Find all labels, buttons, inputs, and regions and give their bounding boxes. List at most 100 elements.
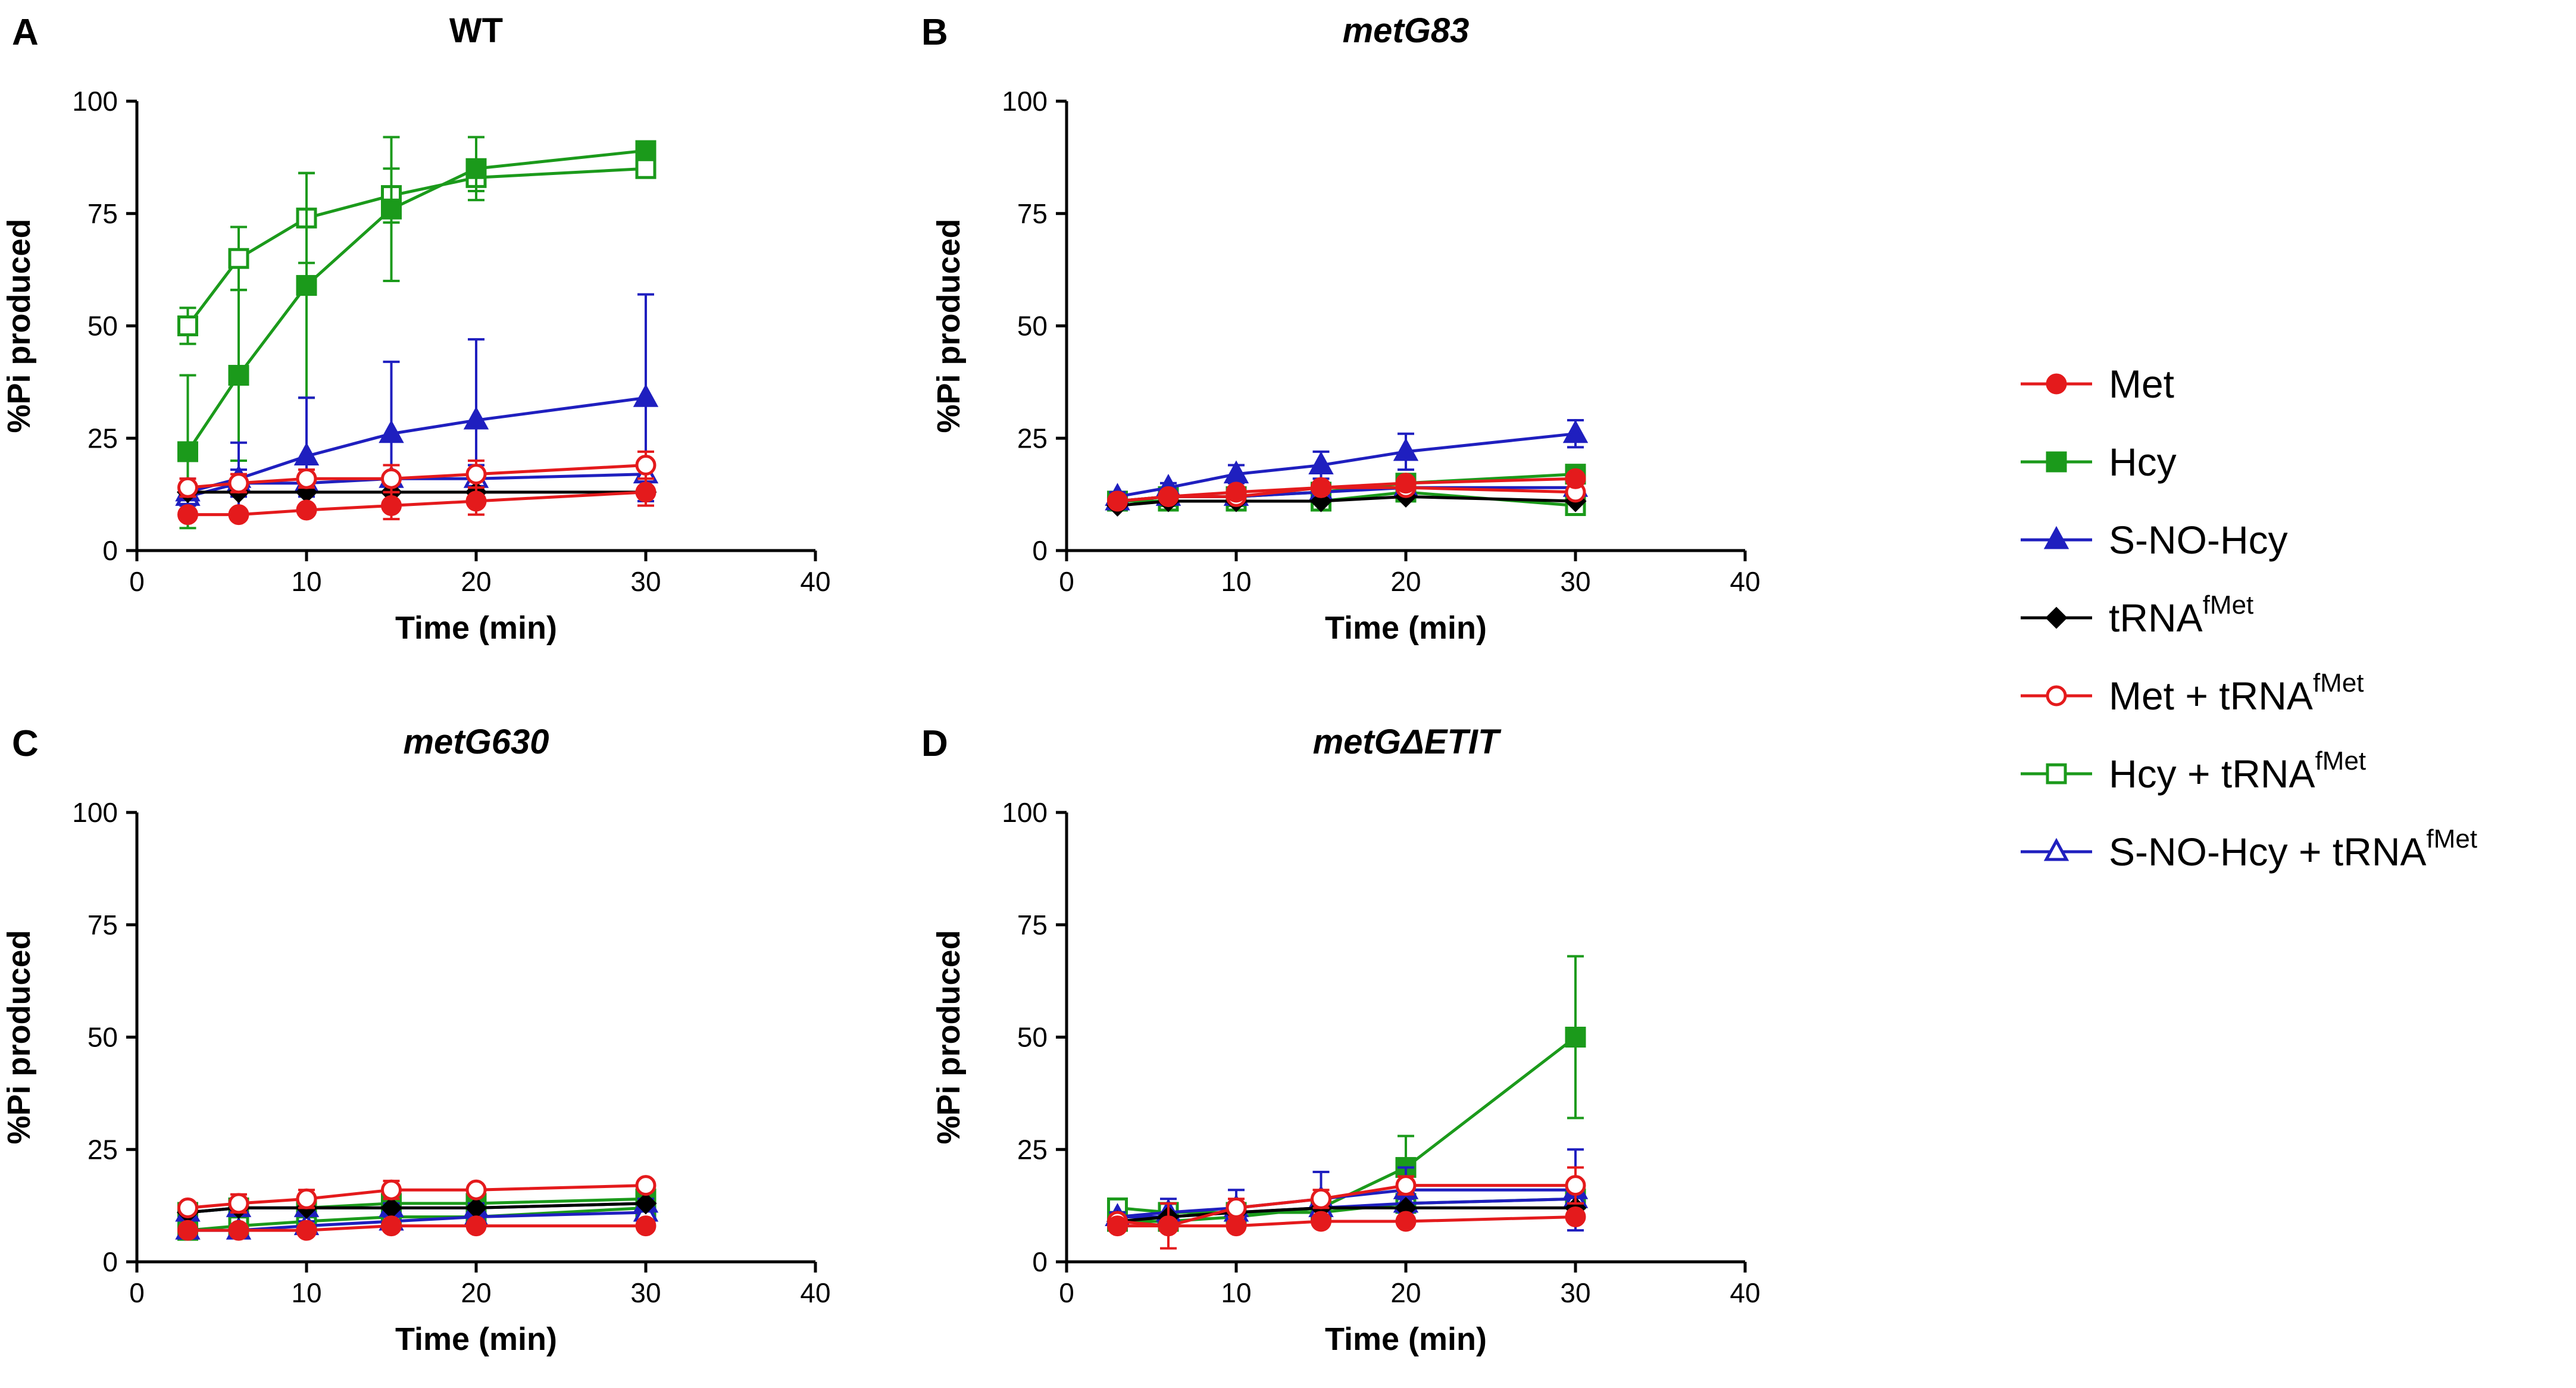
y-tick-label: 75: [1017, 198, 1048, 229]
x-tick-label: 30: [630, 566, 661, 597]
series-s-no-hcy: [1105, 419, 1589, 506]
legend-item-hcy: Hcy: [2021, 440, 2177, 484]
legend-label: Met + tRNAfMet: [2109, 668, 2364, 718]
legend-label-main: Met: [2109, 362, 2174, 406]
data-point: [1565, 468, 1586, 489]
x-tick-label: 10: [291, 1277, 321, 1308]
data-point: [635, 1215, 656, 1237]
data-point: [465, 1215, 487, 1237]
legend-label-main: Hcy: [2109, 440, 2177, 484]
legend-label: S-NO-Hcy + tRNAfMet: [2109, 824, 2477, 874]
legend-item-s-no-hcy-trnafmet: S-NO-Hcy + tRNAfMet: [2021, 824, 2477, 874]
panel-title: metGΔETIT: [1313, 723, 1502, 761]
legend-label-sup: fMet: [2313, 668, 2364, 698]
data-point: [228, 365, 249, 386]
panel-letter: B: [921, 12, 948, 53]
data-point: [635, 158, 656, 179]
series-met: [177, 1215, 656, 1241]
y-tick-label: 100: [1002, 86, 1048, 117]
y-axis-label: %Pi produced: [1, 218, 37, 433]
y-tick-label: 0: [102, 535, 118, 566]
panel-letter: C: [12, 723, 39, 764]
data-point: [465, 1179, 487, 1201]
y-tick-label: 100: [1002, 797, 1048, 828]
legend-label-main: tRNA: [2109, 596, 2203, 640]
series-met-trnafmet: [177, 1175, 656, 1218]
series-met: [177, 477, 656, 526]
data-point: [1107, 490, 1128, 512]
y-tick-label: 0: [1032, 535, 1048, 566]
legend-marker: [2045, 607, 2068, 629]
data-point: [177, 477, 198, 498]
data-point: [1395, 1211, 1417, 1232]
data-point: [296, 1220, 317, 1241]
data-point: [465, 490, 487, 512]
data-point: [1226, 1197, 1247, 1218]
data-point: [381, 198, 402, 220]
y-tick-label: 25: [87, 1134, 118, 1165]
panel-letter: D: [921, 723, 948, 764]
y-axis-label: %Pi produced: [931, 218, 967, 433]
x-tick-label: 30: [630, 1277, 661, 1308]
data-point: [296, 1188, 317, 1209]
legend-label: Hcy: [2109, 440, 2177, 484]
legend-label: tRNAfMet: [2109, 590, 2253, 640]
legend-marker: [2046, 685, 2067, 706]
y-tick-label: 50: [1017, 1022, 1048, 1053]
data-point: [635, 140, 656, 161]
data-point: [1565, 1175, 1586, 1196]
y-tick-label: 50: [1017, 311, 1048, 342]
data-point: [177, 315, 198, 336]
x-tick-label: 40: [800, 1277, 830, 1308]
legend-label-sup: fMet: [2203, 590, 2254, 620]
data-point: [296, 499, 317, 521]
y-tick-label: 100: [72, 86, 118, 117]
y-tick-label: 75: [1017, 909, 1048, 940]
x-tick-label: 40: [1730, 566, 1760, 597]
series-met: [1107, 1206, 1586, 1237]
legend-marker: [2046, 763, 2067, 784]
data-point: [463, 406, 489, 430]
x-tick-label: 20: [1390, 1277, 1421, 1308]
y-tick-label: 25: [1017, 1134, 1048, 1165]
panel-title: WT: [449, 11, 503, 50]
x-tick-label: 0: [129, 1277, 145, 1308]
data-point: [633, 384, 659, 407]
x-tick-label: 20: [1390, 566, 1421, 597]
y-axis-label: %Pi produced: [931, 930, 967, 1144]
x-tick-label: 10: [291, 566, 321, 597]
panel-title: metG630: [403, 723, 549, 761]
data-point: [296, 275, 317, 296]
x-axis-label: Time (min): [1325, 610, 1487, 646]
data-point: [228, 1220, 249, 1241]
y-tick-label: 75: [87, 198, 118, 229]
x-tick-label: 20: [461, 566, 491, 597]
series-hcy-trnafmet: [177, 158, 656, 345]
legend-item-trnafmet: tRNAfMet: [2021, 590, 2253, 640]
data-point: [228, 473, 249, 494]
x-tick-label: 30: [1560, 566, 1590, 597]
legend-item-hcy-trnafmet: Hcy + tRNAfMet: [2021, 746, 2366, 796]
data-point: [635, 482, 656, 503]
data-point: [1562, 420, 1589, 443]
data-point: [381, 495, 402, 516]
x-tick-label: 0: [129, 566, 145, 597]
data-point: [293, 442, 320, 465]
data-point: [1311, 1211, 1331, 1232]
legend-marker: [2043, 837, 2069, 861]
data-point: [381, 1215, 402, 1237]
data-point: [1308, 451, 1334, 475]
panel-title: metG83: [1343, 11, 1470, 50]
data-point: [228, 504, 249, 526]
legend-label-sup: fMet: [2427, 824, 2478, 854]
series-hcy: [177, 136, 656, 530]
y-axis-label: %Pi produced: [1, 930, 37, 1144]
data-point: [1565, 1027, 1586, 1048]
data-point: [1311, 1188, 1331, 1209]
data-point: [177, 504, 198, 526]
legend-item-met: Met: [2021, 362, 2174, 406]
legend-marker: [2046, 451, 2067, 473]
x-tick-label: 40: [800, 566, 830, 597]
